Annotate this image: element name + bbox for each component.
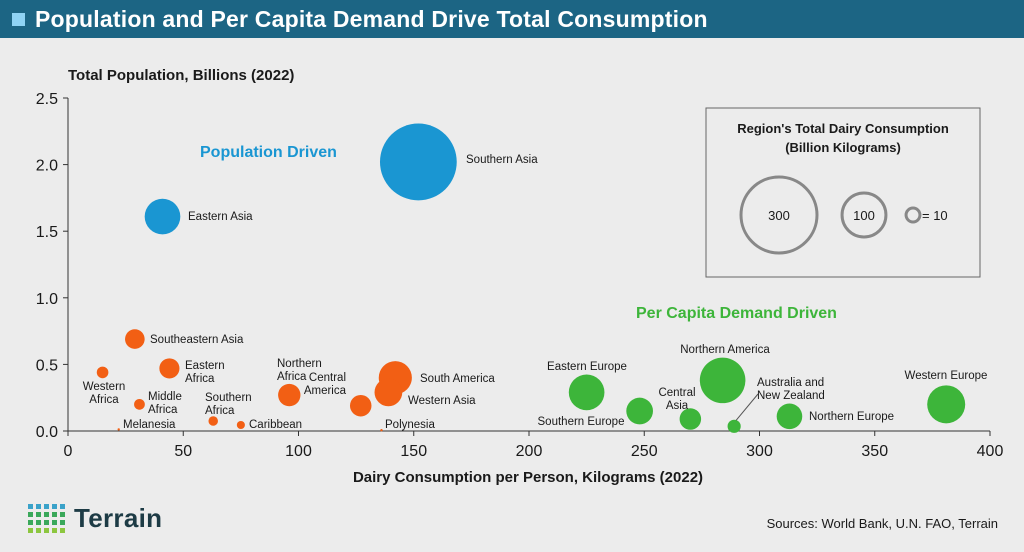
label-southeastern-asia: Southeastern Asia bbox=[150, 334, 244, 346]
x-tick-label: 150 bbox=[400, 443, 427, 460]
legend-subtitle: (Billion Kilograms) bbox=[785, 140, 901, 155]
label-caribbean: Caribbean bbox=[249, 419, 302, 431]
x-tick-label: 200 bbox=[516, 443, 543, 460]
legend-bubble bbox=[739, 175, 819, 255]
label-central-asia: Central bbox=[658, 387, 695, 399]
bubble-australia-and-new-zealand bbox=[727, 419, 741, 433]
x-tick-label: 400 bbox=[977, 443, 1004, 460]
bubble-western-asia bbox=[374, 378, 403, 407]
bubble-southern-africa bbox=[208, 416, 218, 426]
x-tick-label: 350 bbox=[861, 443, 888, 460]
label-northern-africa: Northern bbox=[277, 358, 322, 370]
label-southern-africa: Southern bbox=[205, 392, 252, 404]
anz-leader-line bbox=[735, 393, 759, 421]
label-central-america: Central bbox=[309, 372, 346, 384]
label-western-asia: Western Asia bbox=[408, 395, 476, 407]
annotation-per-capita-driven: Per Capita Demand Driven bbox=[636, 305, 837, 322]
label-western-africa: Africa bbox=[89, 394, 119, 406]
bubble-caribbean bbox=[236, 420, 245, 430]
bubble-southeastern-asia bbox=[125, 329, 145, 349]
label-northern-america: Northern America bbox=[680, 344, 770, 356]
bubble-eastern-asia bbox=[144, 198, 181, 235]
label-eastern-africa: Eastern bbox=[185, 360, 225, 372]
legend-bubble-label: = 10 bbox=[922, 208, 948, 223]
bubble-northern-europe bbox=[776, 403, 803, 430]
y-tick-label: 1.5 bbox=[36, 224, 58, 241]
y-tick-label: 2.5 bbox=[36, 91, 58, 108]
y-tick-label: 1.0 bbox=[36, 291, 58, 308]
bubble-melanesia bbox=[117, 428, 120, 431]
label-southern-africa: Africa bbox=[205, 405, 235, 417]
label-south-america: South America bbox=[420, 373, 495, 385]
bubble-northern-america bbox=[699, 357, 746, 404]
legend-bubble bbox=[904, 206, 922, 224]
square-bullet-icon bbox=[12, 12, 25, 26]
bubble-eastern-africa bbox=[159, 358, 180, 379]
label-northern-europe: Northern Europe bbox=[809, 411, 894, 423]
bubble-southern-europe bbox=[626, 397, 653, 425]
bubble-western-africa bbox=[96, 366, 109, 379]
logo-wordmark: Terrain bbox=[74, 503, 163, 533]
page-title: Population and Per Capita Demand Drive T… bbox=[35, 5, 708, 32]
label-northern-africa: Africa bbox=[277, 371, 307, 383]
y-tick-label: 0.5 bbox=[36, 357, 58, 374]
label-western-africa: Western bbox=[83, 381, 126, 393]
terrain-grid-icon bbox=[28, 503, 65, 533]
bubble-southern-asia bbox=[379, 123, 457, 201]
label-central-asia: Asia bbox=[666, 400, 689, 412]
x-tick-label: 250 bbox=[631, 443, 658, 460]
bubble-eastern-europe bbox=[568, 374, 605, 411]
label-eastern-europe: Eastern Europe bbox=[547, 361, 627, 373]
bubble-middle-africa bbox=[134, 398, 145, 410]
label-central-america: America bbox=[304, 385, 347, 397]
annotation-population-driven: Population Driven bbox=[200, 144, 337, 161]
bubble-chart: Total Population, Billions (2022) 0.0 0.5 1… bbox=[36, 67, 1004, 486]
legend-bubble-label: 300 bbox=[768, 208, 790, 223]
label-southern-asia: Southern Asia bbox=[466, 154, 538, 166]
label-eastern-africa: Africa bbox=[185, 373, 215, 385]
bubble-central-america bbox=[349, 394, 372, 417]
x-tick-label: 100 bbox=[285, 443, 312, 460]
bubble-polynesia bbox=[380, 429, 383, 432]
y-tick-label: 0.0 bbox=[36, 424, 58, 441]
y-tick-label: 2.0 bbox=[36, 158, 58, 175]
sources-note: Sources: World Bank, U.N. FAO, Terrain bbox=[766, 516, 998, 531]
label-melanesia: Melanesia bbox=[123, 419, 176, 431]
legend-title: Region's Total Dairy Consumption bbox=[737, 121, 949, 136]
bubble-central-asia bbox=[679, 408, 702, 430]
label-western-europe: Western Europe bbox=[905, 370, 988, 382]
bubble-western-europe bbox=[927, 385, 966, 424]
x-tick-label: 50 bbox=[174, 443, 192, 460]
label-australia-and-new-zealand: New Zealand bbox=[757, 390, 825, 402]
x-tick-label: 300 bbox=[746, 443, 773, 460]
legend-bubble bbox=[840, 191, 888, 239]
label-eastern-asia: Eastern Asia bbox=[188, 211, 253, 223]
terrain-logo: Terrain bbox=[28, 503, 162, 534]
label-middle-africa: Africa bbox=[148, 404, 178, 416]
legend-box bbox=[705, 107, 981, 278]
legend-bubble-label: 100 bbox=[853, 208, 875, 223]
x-tick-label: 0 bbox=[64, 443, 73, 460]
x-axis-title: Dairy Consumption per Person, Kilograms … bbox=[353, 469, 703, 486]
bubble-northern-africa bbox=[278, 383, 301, 407]
label-australia-and-new-zealand: Australia and bbox=[757, 377, 824, 389]
label-middle-africa: Middle bbox=[148, 391, 182, 403]
label-polynesia: Polynesia bbox=[385, 419, 435, 431]
y-axis-title: Total Population, Billions (2022) bbox=[68, 67, 294, 84]
header-banner: Population and Per Capita Demand Drive T… bbox=[0, 0, 1024, 38]
label-southern-europe: Southern Europe bbox=[538, 416, 625, 428]
